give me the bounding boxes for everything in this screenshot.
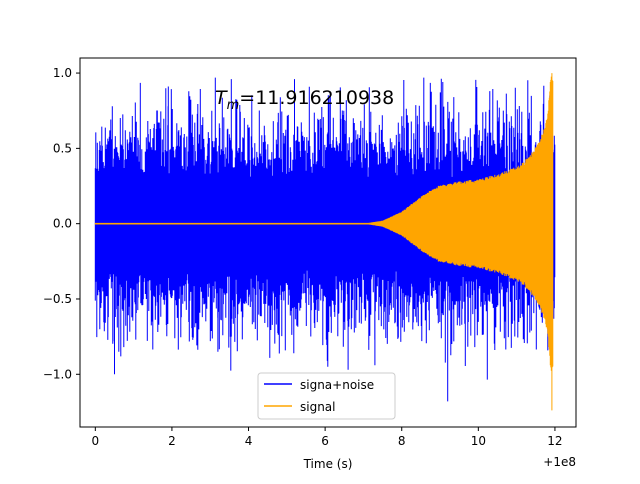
x-tick-label: 10 xyxy=(471,434,486,448)
legend-label-signal-noise: signa+noise xyxy=(300,378,374,392)
x-tick-label: 2 xyxy=(168,434,176,448)
x-axis-label: Time (s) xyxy=(303,457,353,471)
annotation-symbol: T xyxy=(215,87,228,109)
y-tick-label: −1.0 xyxy=(43,367,72,381)
plot-frame xyxy=(79,57,577,428)
y-axis-ticks: −1.0 −0.5 0.0 0.5 1.0 xyxy=(43,66,80,381)
y-tick-label: −0.5 xyxy=(43,292,72,306)
y-tick-label: 0.5 xyxy=(53,141,72,155)
annotation-value: =11.916210938 xyxy=(239,87,394,109)
y-tick-label: 1.0 xyxy=(53,66,72,80)
x-tick-label: 0 xyxy=(92,434,100,448)
series-layer xyxy=(94,73,556,411)
x-axis-ticks: 0 2 4 6 8 10 12 xyxy=(92,427,563,448)
y-tick-label: 0.0 xyxy=(53,217,72,231)
legend-box xyxy=(257,372,396,420)
annotation-subscript: m xyxy=(227,98,240,113)
series-group xyxy=(94,73,556,411)
annotation-tm: Tm=11.916210938 xyxy=(215,87,394,113)
x-tick-label: 8 xyxy=(398,434,406,448)
x-tick-label: 12 xyxy=(547,434,562,448)
x-axis-offset-label: +1e8 xyxy=(543,455,576,469)
series-line-signal xyxy=(94,73,554,411)
x-tick-label: 6 xyxy=(321,434,329,448)
legend-label-signal: signal xyxy=(300,400,336,414)
legend: signa+noise signal xyxy=(257,372,396,420)
x-tick-label: 4 xyxy=(245,434,253,448)
